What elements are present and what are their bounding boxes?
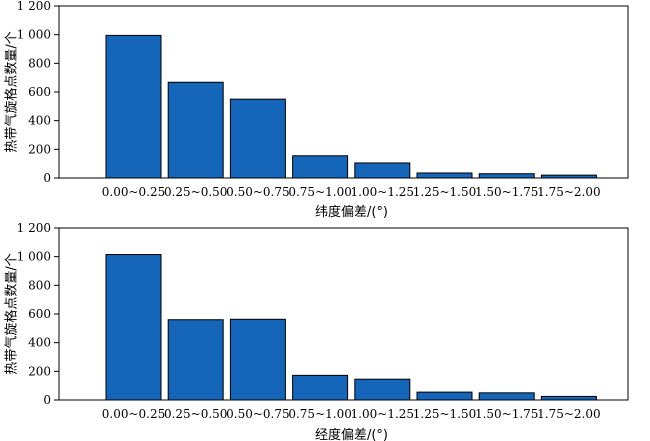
longitude-deviation-chart: 0 200 400 600 800 1 000 1 200 0.00~0.250.25~0.5… <box>4 221 629 441</box>
x-tick-label: 1.00~1.25 <box>351 407 415 421</box>
bar <box>167 319 224 401</box>
latitude-deviation-chart: 0 200 400 600 800 1 000 1 200 0.00~0.250.25~0.5… <box>4 0 629 220</box>
bar <box>354 162 411 179</box>
bar <box>292 155 349 179</box>
bar <box>540 395 597 401</box>
bar <box>416 391 473 401</box>
x-tick-label: 0.25~0.50 <box>164 185 228 199</box>
bar <box>229 98 286 179</box>
y-axis-label: 热带气旋格点数量/个 <box>4 253 20 374</box>
x-tick-label: 0.25~0.50 <box>164 407 228 421</box>
y-tick-label: 0 <box>43 171 51 185</box>
x-tick-label: 0.50~0.75 <box>226 185 290 199</box>
y-tick-label: 1 000 <box>17 28 51 42</box>
y-tick-label: 1 200 <box>17 221 51 235</box>
y-tick-label: 1 000 <box>17 250 51 264</box>
x-axis-label: 纬度偏差/(°) <box>315 204 388 220</box>
x-tick-label: 0.50~0.75 <box>226 407 290 421</box>
bar <box>105 254 162 401</box>
bar <box>167 81 224 179</box>
bar <box>354 378 411 401</box>
bar <box>540 174 597 179</box>
x-tick-label: 0.75~1.00 <box>288 185 352 199</box>
x-tick-label: 0.00~0.25 <box>102 185 166 199</box>
y-tick-label: 600 <box>28 85 51 99</box>
x-tick-label: 1.50~1.75 <box>475 185 539 199</box>
x-tick-label: 1.25~1.50 <box>413 185 477 199</box>
bar <box>292 374 349 401</box>
y-tick-label: 400 <box>28 336 51 350</box>
bar <box>416 172 473 179</box>
bar <box>478 392 535 401</box>
y-tick-label: 400 <box>28 114 51 128</box>
bar <box>105 34 162 179</box>
x-tick-label: 1.75~2.00 <box>537 407 601 421</box>
x-tick-label: 1.75~2.00 <box>537 185 601 199</box>
y-tick-label: 800 <box>28 278 51 292</box>
x-axis-label: 经度偏差/(°) <box>315 427 388 441</box>
y-tick-label: 200 <box>28 364 51 378</box>
y-tick-label: 1 200 <box>17 0 51 13</box>
x-tick-label: 0.00~0.25 <box>102 407 166 421</box>
x-tick-label: 1.00~1.25 <box>351 185 415 199</box>
y-axis-label: 热带气旋格点数量/个 <box>4 31 20 152</box>
y-tick-label: 200 <box>28 142 51 156</box>
x-tick-label: 0.75~1.00 <box>288 407 352 421</box>
x-tick-label: 1.25~1.50 <box>413 407 477 421</box>
y-tick-label: 0 <box>43 393 51 407</box>
x-tick-label: 1.50~1.75 <box>475 407 539 421</box>
y-tick-label: 600 <box>28 307 51 321</box>
bar <box>229 318 286 401</box>
y-tick-label: 800 <box>28 56 51 70</box>
bar <box>478 173 535 179</box>
